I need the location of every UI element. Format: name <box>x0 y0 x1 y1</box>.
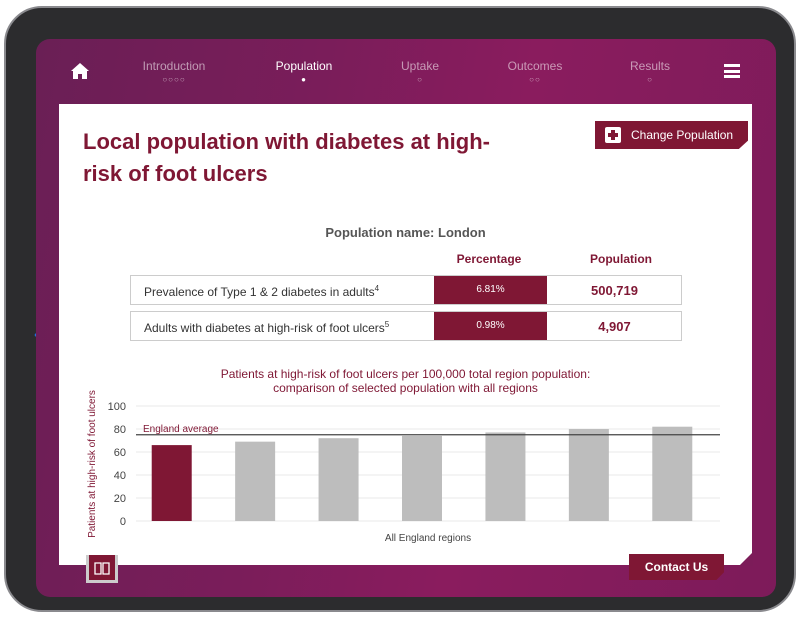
population-cell: 4,907 <box>598 319 631 334</box>
y-tick-label: 0 <box>120 516 126 528</box>
tab-label: Introduction <box>142 59 206 73</box>
tab-outcomes[interactable]: Outcomes ○○ <box>508 59 563 84</box>
row-label-text: Prevalence of Type 1 & 2 diabetes in adu… <box>144 285 375 299</box>
footnote-ref[interactable]: 4 <box>374 284 380 293</box>
table-row: Prevalence of Type 1 & 2 diabetes in adu… <box>130 275 682 305</box>
bar <box>485 432 526 521</box>
percentage-cell: 0.98% <box>434 312 547 340</box>
chart-title: Patients at high-risk of foot ulcers per… <box>59 367 752 395</box>
bar <box>318 438 359 521</box>
tablet-frame: Introduction ○○○○ Population ● Uptake ○ Out… <box>4 6 796 612</box>
bar <box>151 445 192 521</box>
progress-dots: ○ <box>647 75 653 84</box>
tab-label: Population <box>275 59 333 73</box>
population-cell: 500,719 <box>591 283 638 298</box>
page-title: Local population with diabetes at high-r… <box>83 129 490 186</box>
progress-dots: ○ <box>417 75 423 84</box>
y-tick-label: 40 <box>114 470 126 482</box>
progress-dots: ○○ <box>529 75 541 84</box>
table-row: Adults with diabetes at high-risk of foo… <box>130 311 682 341</box>
reference-line-label: England average <box>143 424 219 435</box>
top-navigation: Introduction ○○○○ Population ● Uptake ○ Out… <box>36 39 776 101</box>
plus-icon <box>605 127 621 143</box>
chart-title-line: comparison of selected population with a… <box>273 381 538 395</box>
column-header-percentage: Percentage <box>456 252 522 266</box>
content-card: Local population with diabetes at high-r… <box>59 104 753 566</box>
tab-label: Outcomes <box>507 59 563 73</box>
tab-uptake[interactable]: Uptake ○ <box>401 59 439 84</box>
app-screen: Introduction ○○○○ Population ● Uptake ○ Out… <box>36 39 776 597</box>
tab-label: Results <box>629 59 671 73</box>
progress-dots: ○○○○ <box>162 75 186 84</box>
population-name: Population name: London <box>325 225 486 240</box>
column-header-population: Population <box>590 252 652 266</box>
y-tick-label: 80 <box>114 424 126 436</box>
y-tick-label: 100 <box>108 401 126 413</box>
bar <box>402 435 442 521</box>
tab-introduction[interactable]: Introduction ○○○○ <box>143 59 206 84</box>
chart-title-line: Patients at high-risk of foot ulcers per… <box>220 367 591 381</box>
x-axis-label: All England regions <box>385 533 471 544</box>
row-label: Adults with diabetes at high-risk of foo… <box>144 320 389 335</box>
y-axis-label: Patients at high-risk of foot ulcers <box>87 390 98 538</box>
tab-results[interactable]: Results ○ <box>630 59 670 84</box>
tab-population[interactable]: Population ● <box>276 59 333 84</box>
row-label-text: Adults with diabetes at high-risk of foo… <box>144 321 385 335</box>
button-label: Change Population <box>631 128 734 142</box>
home-icon[interactable] <box>70 61 90 81</box>
bar <box>235 441 276 521</box>
y-tick-label: 20 <box>114 493 126 505</box>
tab-label: Uptake <box>400 59 440 73</box>
y-tick-label: 60 <box>114 447 126 459</box>
bar <box>652 426 693 521</box>
hamburger-menu-icon[interactable] <box>724 64 740 78</box>
change-population-button[interactable]: Change Population <box>595 121 748 149</box>
references-button[interactable] <box>86 555 118 583</box>
book-icon <box>94 561 110 575</box>
percentage-cell: 6.81% <box>434 276 547 304</box>
contact-us-button[interactable]: Contact Us <box>629 554 724 580</box>
bar <box>568 429 609 521</box>
footnote-ref[interactable]: 5 <box>384 320 390 329</box>
progress-dots: ● <box>301 75 307 84</box>
row-label: Prevalence of Type 1 & 2 diabetes in adu… <box>144 284 379 299</box>
bar-chart: 0 20 40 60 80 100 England average All England r… <box>87 390 720 544</box>
